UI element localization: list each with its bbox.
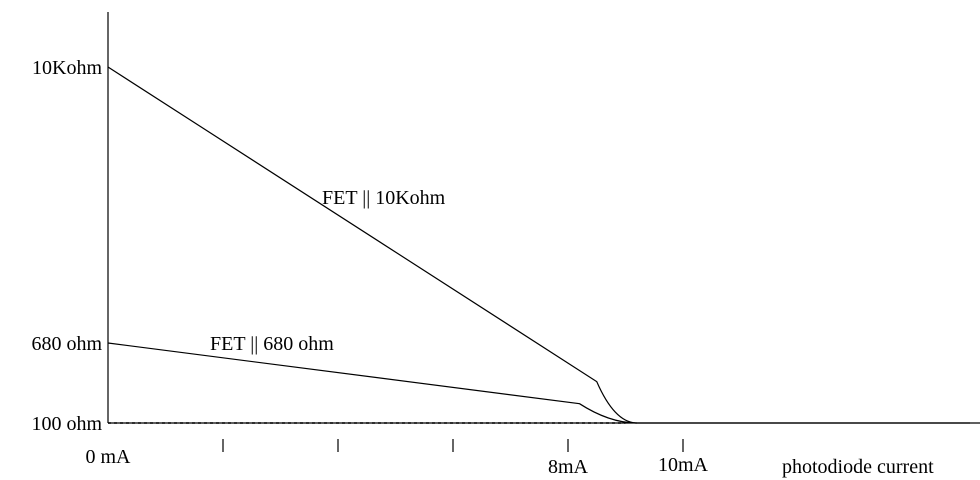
series-label: FET || 10Kohm xyxy=(322,187,446,209)
series-line-0 xyxy=(107,66,980,424)
y-axis-labels: 10Kohm 680 ohm 100 ohm xyxy=(31,57,102,435)
series-label: FET || 680 ohm xyxy=(210,333,334,355)
x-tick-label: 0 mA xyxy=(86,446,132,468)
series-line-1 xyxy=(107,342,638,424)
data-series xyxy=(107,66,980,424)
y-tick-label: 680 ohm xyxy=(31,333,102,355)
x-axis-title: photodiode current xyxy=(782,456,934,478)
x-tick-marks xyxy=(222,439,684,452)
x-tick-label: 8mA xyxy=(548,456,589,478)
x-axis-labels: 0 mA 8mA 10mA xyxy=(86,446,709,478)
y-tick-label: 100 ohm xyxy=(31,413,102,435)
y-tick-label: 10Kohm xyxy=(32,57,102,79)
series-labels: FET || 10Kohm FET || 680 ohm xyxy=(210,187,446,355)
x-tick-label: 10mA xyxy=(658,454,709,476)
